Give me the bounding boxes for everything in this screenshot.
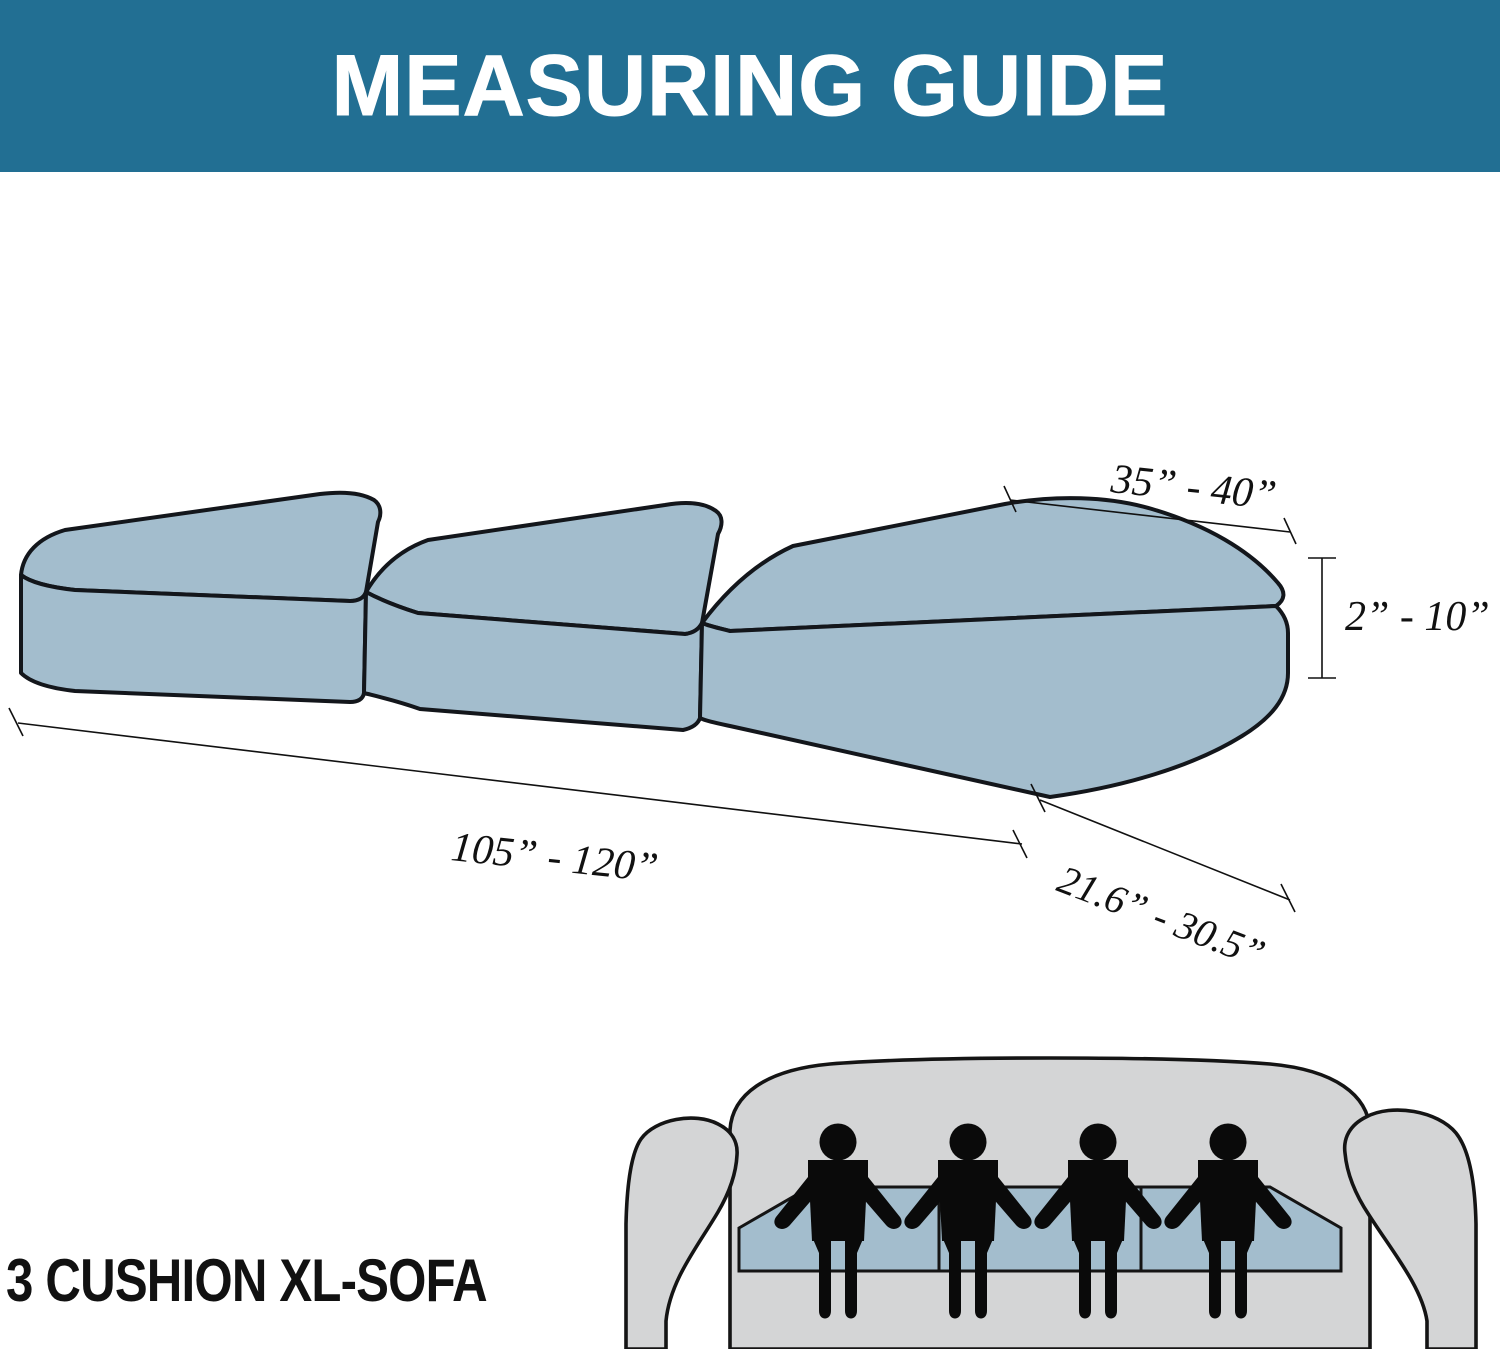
svg-text:105” - 120”: 105” - 120” <box>449 824 660 891</box>
svg-text:21.6” - 30.5”: 21.6” - 30.5” <box>1052 856 1271 976</box>
svg-text:2” - 10”: 2” - 10” <box>1345 594 1490 640</box>
